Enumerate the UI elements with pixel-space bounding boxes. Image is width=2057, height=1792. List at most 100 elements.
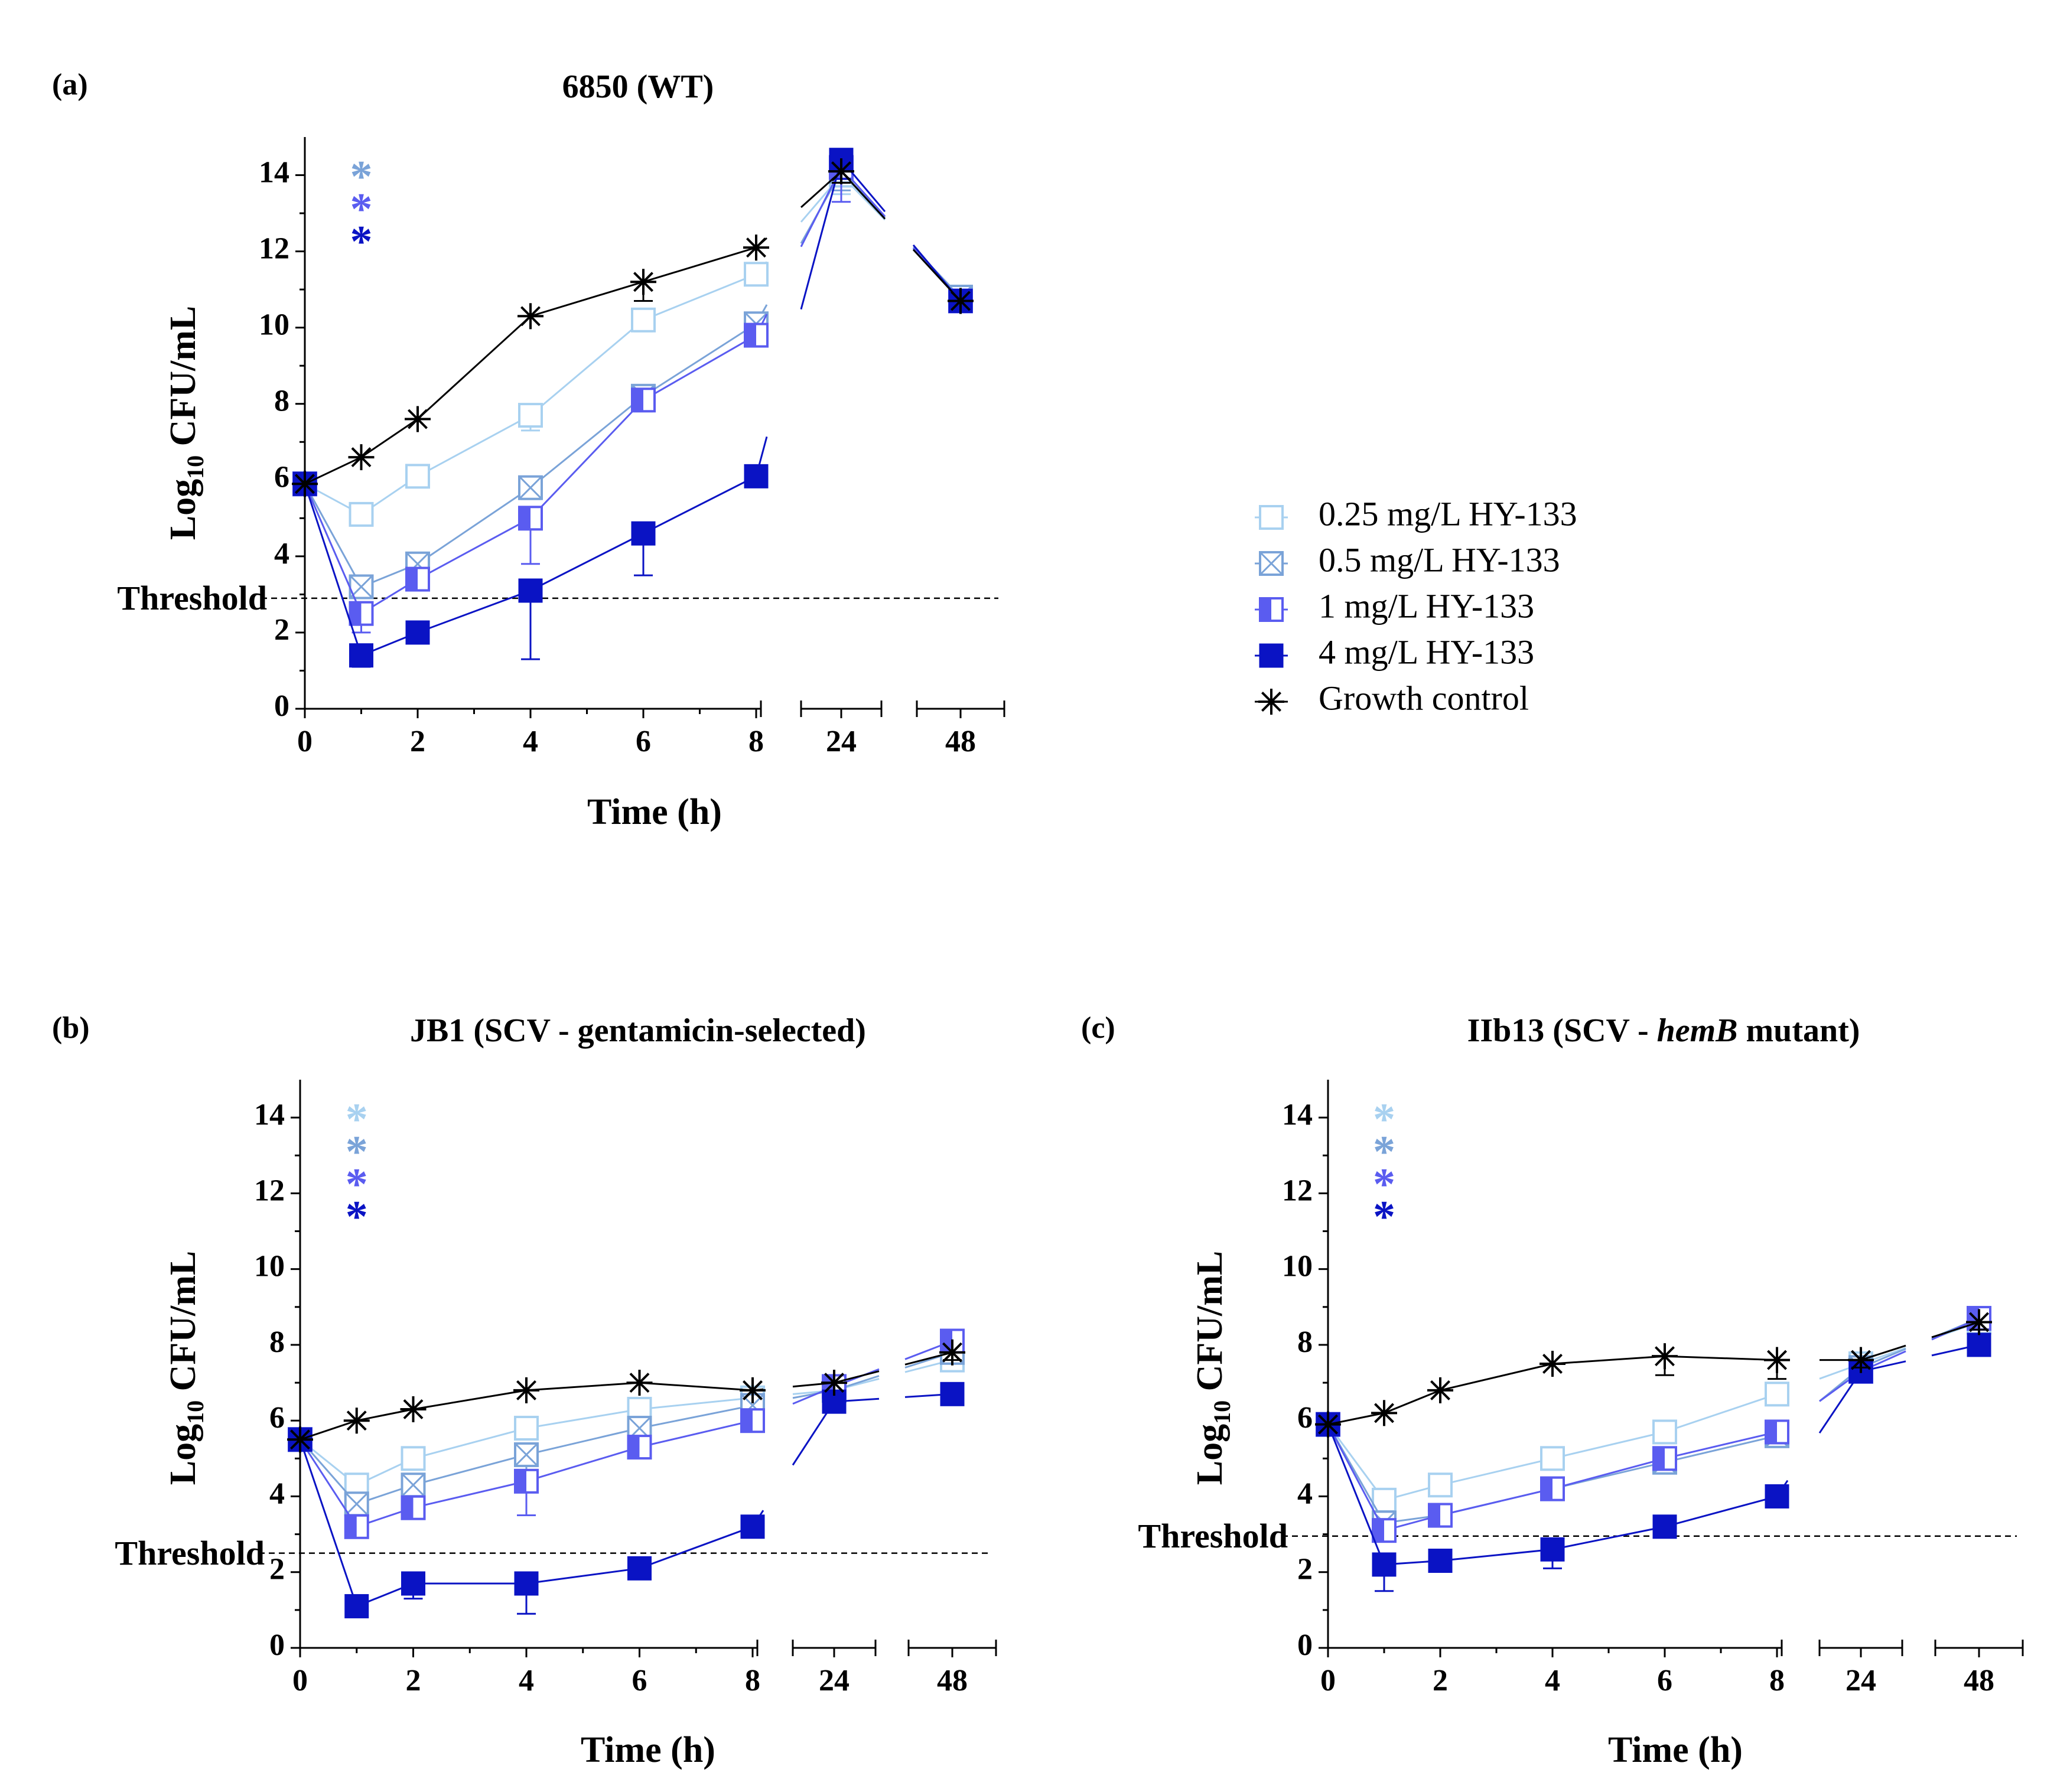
series-line (299, 1439, 753, 1608)
significance-star: * (350, 217, 373, 266)
data-point (405, 566, 430, 592)
data-point (1765, 1382, 1789, 1407)
marker-half-fill (745, 324, 756, 347)
x-axis-title: Time (h) (1608, 1730, 1743, 1770)
marker-half-fill (632, 389, 643, 412)
series-line (1327, 1393, 1778, 1501)
data-point (518, 403, 543, 428)
data-point (740, 1408, 765, 1433)
marker-half-fill (1260, 598, 1271, 621)
series-line-break (904, 1351, 953, 1366)
asterisk-stroke (824, 1373, 844, 1393)
x-tick-label: 24 (1846, 1664, 1876, 1697)
data-point (1428, 1503, 1453, 1528)
data-point (1652, 1343, 1678, 1370)
data-point (1427, 1377, 1453, 1403)
marker-square (744, 262, 769, 287)
x-tick-label: 6 (1657, 1664, 1672, 1697)
y-tick-label: 2 (1297, 1553, 1313, 1586)
x-tick-label: 4 (1545, 1664, 1560, 1697)
y-tick-label: 4 (274, 537, 289, 571)
marker-cross (344, 1492, 369, 1516)
series-line-break (1860, 1344, 1906, 1361)
panel-c: (c) IIb13 (SCV - hemB mutant)02468101214L… (1081, 1011, 2024, 1770)
x-tick-label: 24 (826, 725, 857, 758)
open-square-icon (1259, 505, 1284, 530)
data-point (1764, 1347, 1790, 1373)
significance-star: * (1373, 1094, 1395, 1144)
y-tick-label: 2 (274, 613, 289, 647)
data-point (344, 1491, 369, 1517)
asterisk-stroke (951, 291, 971, 311)
asterisk-stroke (1655, 1346, 1675, 1367)
marker-square (1540, 1537, 1565, 1562)
marker-square (405, 620, 430, 645)
series-0 (288, 1347, 965, 1498)
data-point (1652, 1514, 1677, 1539)
marker-half-fill (741, 1409, 753, 1432)
significance-star: * (346, 1192, 368, 1242)
y-tick-label: 10 (254, 1250, 285, 1283)
marker-square (1259, 643, 1284, 668)
data-point (948, 288, 974, 314)
data-point (405, 406, 431, 432)
y-axis-title: Log10 CFU/mL (163, 1251, 209, 1485)
series-line-break (834, 1370, 880, 1384)
asterisk-stroke (1851, 1350, 1871, 1370)
series-line-break (800, 159, 842, 310)
x-tick-label: 4 (523, 725, 538, 758)
marker-half-fill (628, 1436, 640, 1459)
asterisk-stroke (1767, 1350, 1787, 1370)
data-point (401, 1571, 425, 1596)
series-line (1327, 1424, 1778, 1566)
y-tick-label: 14 (259, 155, 289, 189)
data-point (740, 1377, 766, 1403)
series-4 (292, 158, 974, 497)
marker-square (514, 1571, 539, 1596)
data-point (400, 1396, 427, 1422)
asterisk-stroke (743, 1380, 763, 1400)
x-tick-label: 0 (1320, 1664, 1336, 1697)
asterisk-icon (1258, 689, 1284, 715)
y-tick-label: 12 (254, 1174, 285, 1207)
marker-square (1428, 1548, 1453, 1573)
marker-half-fill (1373, 1519, 1384, 1542)
x-tick-label: 0 (297, 725, 313, 758)
asterisk-stroke (942, 1342, 962, 1363)
y-axis-title-subscript: 10 (182, 455, 209, 479)
asterisk-stroke (403, 1399, 424, 1419)
y-tick-label: 6 (1297, 1401, 1313, 1435)
asterisk-stroke (831, 161, 851, 182)
legend-label: Growth control (1319, 679, 1529, 717)
y-tick-label: 10 (259, 308, 289, 342)
y-tick-label: 12 (1282, 1174, 1313, 1207)
x-tick-label: 24 (819, 1664, 850, 1697)
data-point (401, 1472, 426, 1498)
marker-cross (1259, 551, 1284, 576)
series-line (304, 322, 757, 588)
y-axis-title-subscript: 10 (1209, 1400, 1235, 1424)
legend-label: 4 mg/L HY-133 (1319, 633, 1534, 671)
y-tick-label: 12 (259, 232, 289, 266)
legend: 0.25 mg/L HY-133 0.5 mg/L HY-133 1 mg/L HY… (1255, 494, 1577, 717)
data-point (349, 501, 374, 527)
y-tick-label: 8 (274, 385, 289, 418)
threshold-label: Threshold (117, 579, 267, 617)
data-point (1540, 1446, 1565, 1471)
legend-item: 0.5 mg/L HY-133 (1255, 540, 1560, 579)
marker-square (1652, 1419, 1677, 1445)
data-point (401, 1446, 426, 1471)
data-point (1372, 1518, 1397, 1543)
x-tick-label: 48 (945, 725, 976, 758)
panel-letter: (c) (1081, 1011, 1115, 1045)
series-line-break (1931, 1321, 1980, 1338)
data-point (631, 521, 656, 546)
y-tick-label: 10 (1282, 1250, 1313, 1283)
y-axis-title-part: CFU/mL (163, 1251, 203, 1400)
significance-star: * (350, 152, 373, 201)
data-point (514, 1442, 539, 1467)
data-point (828, 158, 854, 185)
data-point (518, 475, 543, 500)
series-line-break (800, 167, 842, 247)
